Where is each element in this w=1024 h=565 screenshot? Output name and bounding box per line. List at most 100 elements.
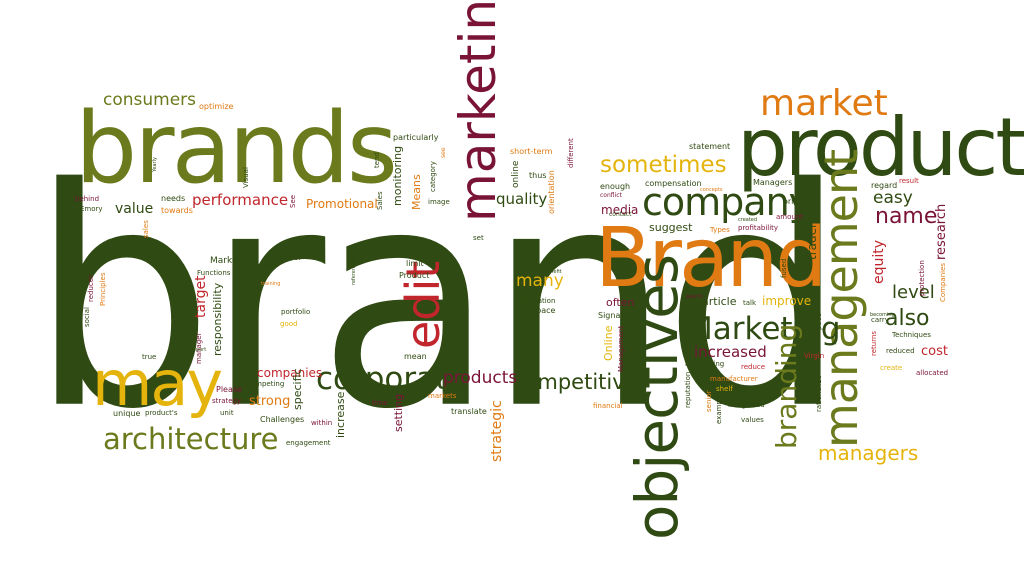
- word-and-or: and/or: [276, 253, 302, 262]
- word-thus: thus: [529, 171, 547, 180]
- word-specific: specific: [291, 368, 304, 410]
- word-amount: amount: [776, 213, 804, 221]
- word-easy: easy: [873, 188, 913, 208]
- word-reducer: reducer: [87, 275, 95, 302]
- word-level: level: [892, 282, 935, 303]
- word-managers: managers: [818, 441, 919, 465]
- word-compensation: compensation: [645, 179, 702, 188]
- word-competitive: competitive: [513, 370, 638, 394]
- word-may: may: [92, 347, 223, 420]
- word-profitability: profitability: [738, 224, 779, 232]
- word-reduced: reduced: [886, 347, 915, 355]
- word-performance: performance: [192, 191, 289, 209]
- word-corporate: corporate: [316, 361, 467, 397]
- word-trademark: trademark: [805, 197, 819, 260]
- word-shelf: shelf: [716, 385, 733, 393]
- word-created: created: [738, 217, 758, 223]
- word-products-s: product's: [145, 409, 178, 417]
- word-integrated: Integrated: [728, 401, 765, 409]
- word-means: Means: [410, 174, 423, 210]
- word-result: result: [899, 177, 919, 185]
- word-benefit: benefit: [544, 269, 562, 275]
- word-create: create: [880, 364, 903, 372]
- word-techniques: Techniques: [892, 331, 931, 339]
- word-also: also: [885, 306, 930, 331]
- word-emory: Emory: [80, 205, 103, 213]
- word-principles: Principles: [99, 272, 107, 307]
- word-orientation: orientation: [547, 170, 556, 214]
- word-set: set: [473, 234, 484, 242]
- word-space: space: [532, 306, 556, 315]
- word-limit: limit: [406, 259, 424, 268]
- word-senior: senior: [705, 390, 713, 413]
- word-unique: unique: [113, 409, 141, 418]
- word-gain: gain: [797, 174, 821, 187]
- word-missed: missed: [258, 263, 276, 269]
- word-reduce: reduce: [741, 363, 766, 371]
- word-references: references: [351, 258, 357, 285]
- word-competing: competing: [247, 380, 285, 388]
- word-increase: increase: [334, 391, 347, 438]
- word-yearly: Yearly: [152, 157, 158, 172]
- word-example: example: [715, 393, 723, 424]
- word-market: market: [760, 83, 888, 124]
- word-returns: returns: [870, 330, 878, 356]
- word-sales: sales: [142, 220, 150, 238]
- word-online: online: [511, 160, 521, 188]
- word-promotional: Promotional: [306, 197, 378, 211]
- word-support: support: [187, 347, 207, 353]
- word-media: media: [601, 203, 639, 217]
- word-statement: statement: [689, 142, 731, 151]
- word-original: original: [783, 197, 813, 206]
- word-portfolio: portfolio: [281, 308, 311, 316]
- word-management-cap: Management: [617, 325, 625, 372]
- word-short-term: short-term: [510, 147, 553, 156]
- word-visual: Visual: [242, 167, 250, 188]
- word-different: different: [567, 138, 575, 168]
- word-source: Source: [736, 385, 761, 393]
- word-see: see: [440, 147, 447, 158]
- word-functions: Functions: [197, 269, 231, 277]
- word-signal: Signal: [598, 311, 623, 320]
- word-optimize: optimize: [199, 102, 234, 111]
- word-allocated: allocated: [916, 369, 949, 377]
- word-true: true: [142, 353, 157, 361]
- word-tend: tend: [373, 152, 381, 168]
- word-rationalize: rationalize: [815, 375, 823, 412]
- word-companies-cap: Companies: [939, 262, 947, 302]
- word-marketing: marketing: [449, 0, 507, 222]
- word-regard: regard: [871, 181, 898, 190]
- word-virgin: Virgin: [804, 352, 825, 360]
- word-towards: towards: [161, 206, 193, 215]
- word-pace: pace: [815, 313, 823, 330]
- word-often: often: [606, 296, 635, 309]
- word-challenges: Challenges: [260, 415, 305, 424]
- word-brands: brands: [75, 92, 398, 206]
- word-suggest: suggest: [649, 221, 693, 234]
- word-market-cap: Market: [210, 256, 241, 266]
- word-becoming: becoming: [870, 312, 895, 318]
- word-financial: financial: [593, 402, 623, 410]
- word-time: time: [372, 399, 388, 407]
- word-objectives: objectives: [623, 254, 691, 540]
- word-sometimes: sometimes: [600, 152, 727, 178]
- word-marketing-cap: Marketing: [686, 311, 841, 347]
- word-types: Types: [710, 226, 730, 234]
- word-setting: setting: [392, 393, 405, 432]
- word-improve: improve: [762, 294, 812, 308]
- word-contact: contact: [609, 211, 632, 218]
- word-search: search: [686, 294, 703, 300]
- word-target: target: [193, 275, 209, 318]
- word-product: product: [737, 101, 1024, 194]
- word-products: products: [443, 368, 518, 388]
- word-please: Please: [216, 385, 242, 394]
- word-image: image: [428, 198, 450, 206]
- word-values: values: [741, 416, 764, 424]
- word-translate: translate: [451, 407, 487, 416]
- word-management: management: [814, 149, 868, 448]
- word-mean: mean: [404, 352, 427, 361]
- word-protection: protection: [918, 260, 926, 296]
- word-equity: equity: [871, 239, 887, 284]
- word-online-cap: Online: [602, 325, 615, 361]
